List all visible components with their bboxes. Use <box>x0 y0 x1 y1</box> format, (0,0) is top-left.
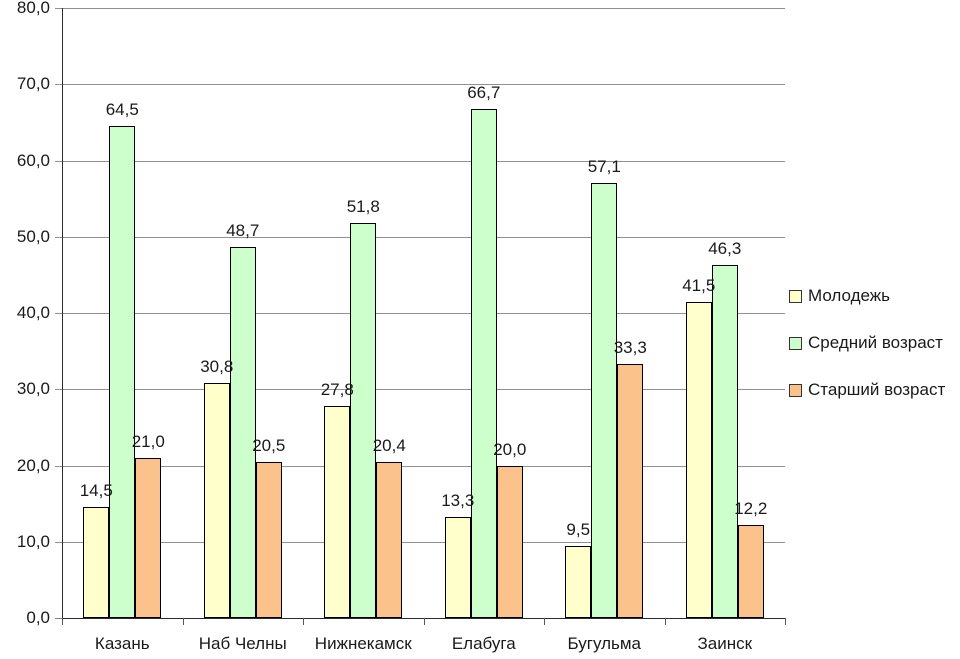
bar <box>376 462 403 618</box>
x-axis-tick <box>544 618 545 625</box>
bar <box>737 524 764 618</box>
legend-item: Старший возраст <box>789 380 945 400</box>
legend-swatch-icon <box>789 289 802 303</box>
bar <box>350 223 377 618</box>
x-axis-label: Заинск <box>697 634 753 653</box>
y-axis-label: 50,0 <box>16 226 50 246</box>
legend-swatch-icon <box>789 383 802 397</box>
bar <box>470 109 497 618</box>
data-label: 33,3 <box>613 338 647 358</box>
y-axis-line <box>62 8 63 618</box>
y-axis-label: 10,0 <box>16 531 50 551</box>
legend-label: Молодежь <box>808 286 891 305</box>
legend-swatch-icon <box>789 336 802 350</box>
data-label: 20,5 <box>252 435 286 455</box>
y-axis-label: 40,0 <box>16 303 50 322</box>
bar <box>324 406 351 618</box>
gridline <box>55 389 785 391</box>
gridline <box>55 236 785 238</box>
legend-label: Старший возраст <box>808 380 946 399</box>
x-axis-tick <box>664 618 666 625</box>
gridline <box>55 541 785 543</box>
bar <box>617 364 644 618</box>
x-axis-label: Елабуга <box>451 634 516 653</box>
data-label: 27,8 <box>320 380 354 400</box>
x-axis-label: Нижнекамск <box>314 634 412 653</box>
legend-label: Средний возраст <box>808 333 943 352</box>
x-axis-tick <box>423 618 425 625</box>
x-axis-label: Бугульма <box>567 634 642 653</box>
bar <box>496 465 523 618</box>
y-axis-label: 80,0 <box>16 0 50 17</box>
data-label: 41,5 <box>682 275 716 295</box>
bar <box>229 246 256 618</box>
gridline <box>55 313 785 314</box>
data-label: 48,7 <box>226 220 260 240</box>
bar <box>83 507 110 618</box>
y-axis-label: 70,0 <box>16 74 50 94</box>
bar <box>591 182 618 618</box>
bar <box>444 516 471 618</box>
bar <box>109 126 136 618</box>
y-axis-label: 20,0 <box>16 455 50 475</box>
data-label: 46,3 <box>708 238 742 258</box>
data-label: 9,5 <box>566 519 591 539</box>
data-label: 57,1 <box>587 156 621 176</box>
gridline <box>55 160 785 162</box>
data-label: 20,0 <box>493 439 527 459</box>
bar <box>565 545 592 618</box>
data-label: 30,8 <box>200 357 234 377</box>
y-axis-tick <box>55 618 62 619</box>
x-axis-tick <box>785 618 786 625</box>
x-axis-tick <box>62 618 63 625</box>
gridline <box>55 84 785 86</box>
bar <box>711 264 738 618</box>
data-label: 20,4 <box>372 436 406 456</box>
data-label: 66,7 <box>467 83 501 103</box>
data-label: 64,5 <box>105 100 139 120</box>
data-label: 12,2 <box>734 498 768 518</box>
legend-item: Молодежь <box>789 286 890 306</box>
bar <box>255 461 282 618</box>
data-label: 14,5 <box>79 481 113 501</box>
x-axis-tick <box>303 618 304 625</box>
bar <box>203 383 230 618</box>
x-axis-label: Наб Челны <box>198 634 287 653</box>
data-label: 21,0 <box>131 431 165 451</box>
gridline <box>55 8 785 9</box>
data-label: 13,3 <box>441 490 475 510</box>
y-axis-label: 30,0 <box>16 379 50 399</box>
gridline <box>55 465 785 467</box>
y-axis-label: 0,0 <box>26 608 50 627</box>
legend-item: Средний возраст <box>789 333 943 353</box>
bar <box>685 301 712 618</box>
x-axis-label: Казань <box>94 634 150 653</box>
bar <box>135 457 162 618</box>
x-axis-tick <box>182 618 184 625</box>
y-axis-label: 60,0 <box>16 150 50 170</box>
data-label: 51,8 <box>346 197 380 217</box>
